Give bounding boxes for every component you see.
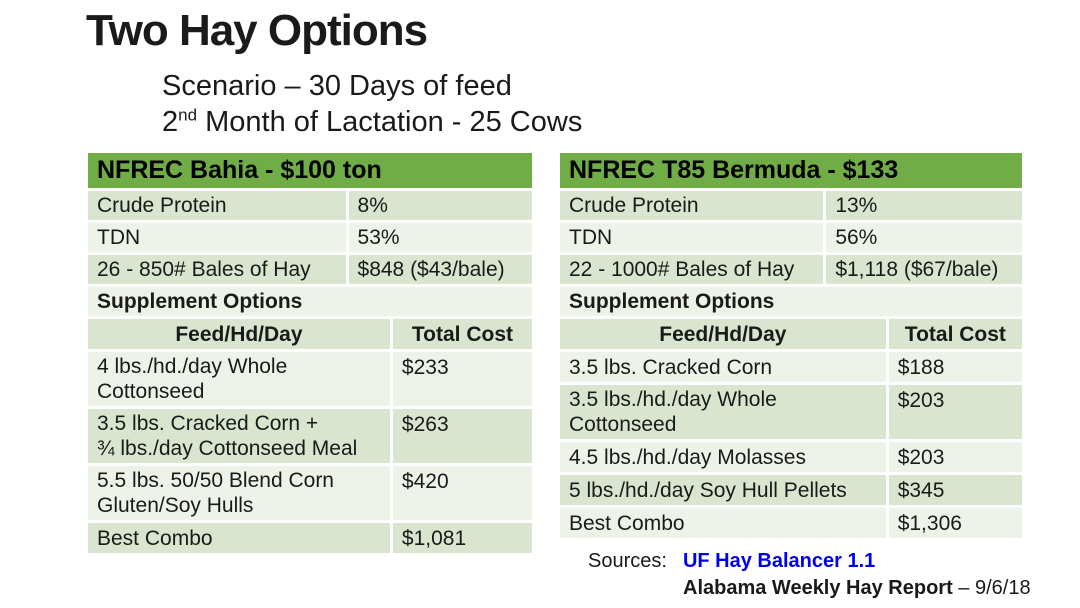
info-label: 26 - 850# Bales of Hay: [88, 255, 346, 284]
uf-hay-balancer-link[interactable]: UF Hay Balancer 1.1: [682, 550, 876, 572]
bermuda-table: NFREC T85 Bermuda - $133 Crude Protein 1…: [560, 153, 1022, 538]
table-row: 3.5 lbs. Cracked Corn + ¾ lbs./day Cotto…: [88, 409, 532, 463]
feed-cost: $188: [888, 352, 1022, 382]
feed-option: Best Combo: [88, 523, 390, 553]
info-value: 56%: [826, 223, 1022, 252]
feed-option: 3.5 lbs. Cracked Corn: [560, 352, 886, 382]
scenario-line-2-ordinal: nd: [178, 105, 198, 125]
feed-option: 4 lbs./hd./day Whole Cottonseed: [88, 352, 390, 406]
table-row: Best Combo $1,306: [560, 508, 1022, 538]
info-label: Crude Protein: [88, 191, 346, 220]
scenario-line-2: 2nd Month of Lactation - 25 Cows: [162, 104, 582, 140]
feed-column-header: Feed/Hd/Day: [88, 319, 390, 349]
feed-cost: $203: [888, 442, 1022, 472]
table-row: TDN 56%: [560, 223, 1022, 252]
section-row: Supplement Options: [88, 287, 532, 316]
scenario-line-2-number: 2: [162, 106, 179, 138]
sources-label: Sources:: [588, 550, 667, 572]
scenario-line-1: Scenario – 30 Days of feed: [162, 70, 512, 102]
sources-line-2: Alabama Weekly Hay Report – 9/6/18: [588, 575, 1031, 602]
sources-report-date: – 9/6/18: [952, 577, 1031, 599]
sources-block: Sources: UF Hay Balancer 1.1 Alabama Week…: [588, 548, 1031, 602]
bermuda-table-header: NFREC T85 Bermuda - $133: [560, 153, 1022, 188]
bahia-table: NFREC Bahia - $100 ton Crude Protein 8% …: [88, 153, 532, 553]
feed-cost: $203: [888, 385, 1022, 439]
info-value: 53%: [348, 223, 532, 252]
bahia-table-header: NFREC Bahia - $100 ton: [88, 153, 532, 188]
feed-cost: $420: [392, 466, 532, 520]
feed-column-header: Feed/Hd/Day: [560, 319, 886, 349]
info-value: 8%: [348, 191, 532, 220]
section-label: Supplement Options: [88, 287, 532, 316]
table-row: 22 - 1000# Bales of Hay $1,118 ($67/bale…: [560, 255, 1022, 284]
section-label: Supplement Options: [560, 287, 1022, 316]
scenario-line-2-text: Month of Lactation - 25 Cows: [197, 106, 583, 138]
feed-cost: $1,306: [888, 508, 1022, 538]
feed-option: 4.5 lbs./hd./day Molasses: [560, 442, 886, 472]
info-label: TDN: [88, 223, 346, 252]
table-row: 26 - 850# Bales of Hay $848 ($43/bale): [88, 255, 532, 284]
feed-option: 3.5 lbs./hd./day Whole Cottonseed: [560, 385, 886, 439]
feed-option: 5.5 lbs. 50/50 Blend Corn Gluten/Soy Hul…: [88, 466, 390, 520]
table-row: 3.5 lbs. Cracked Corn $188: [560, 352, 1022, 382]
sources-report-name: Alabama Weekly Hay Report: [683, 577, 953, 599]
sources-line-1: Sources: UF Hay Balancer 1.1: [588, 548, 1031, 575]
feed-cost: $263: [392, 409, 532, 463]
info-label: 22 - 1000# Bales of Hay: [560, 255, 824, 284]
feed-option: 3.5 lbs. Cracked Corn + ¾ lbs./day Cotto…: [88, 409, 390, 463]
info-label: TDN: [560, 223, 824, 252]
cost-column-header: Total Cost: [888, 319, 1022, 349]
info-label: Crude Protein: [560, 191, 824, 220]
table-row: 5.5 lbs. 50/50 Blend Corn Gluten/Soy Hul…: [88, 466, 532, 520]
table-row: Best Combo $1,081: [88, 523, 532, 553]
table-row: 4.5 lbs./hd./day Molasses $203: [560, 442, 1022, 472]
table-row: 5 lbs./hd./day Soy Hull Pellets $345: [560, 475, 1022, 505]
feed-option: Best Combo: [560, 508, 886, 538]
table-row: Crude Protein 13%: [560, 191, 1022, 220]
section-row: Supplement Options: [560, 287, 1022, 316]
feed-option: 5 lbs./hd./day Soy Hull Pellets: [560, 475, 886, 505]
info-value: $848 ($43/bale): [348, 255, 532, 284]
info-value: 13%: [826, 191, 1022, 220]
table-row: Crude Protein 8%: [88, 191, 532, 220]
table-row: TDN 53%: [88, 223, 532, 252]
column-header-row: Feed/Hd/Day Total Cost: [560, 319, 1022, 349]
page-title: Two Hay Options: [86, 6, 428, 55]
column-header-row: Feed/Hd/Day Total Cost: [88, 319, 532, 349]
table-row: 3.5 lbs./hd./day Whole Cottonseed $203: [560, 385, 1022, 439]
feed-cost: $345: [888, 475, 1022, 505]
feed-cost: $1,081: [392, 523, 532, 553]
table-row: 4 lbs./hd./day Whole Cottonseed $233: [88, 352, 532, 406]
info-value: $1,118 ($67/bale): [826, 255, 1022, 284]
feed-cost: $233: [392, 352, 532, 406]
scenario-subtitle: Scenario – 30 Days of feed 2nd Month of …: [162, 68, 582, 140]
cost-column-header: Total Cost: [392, 319, 532, 349]
